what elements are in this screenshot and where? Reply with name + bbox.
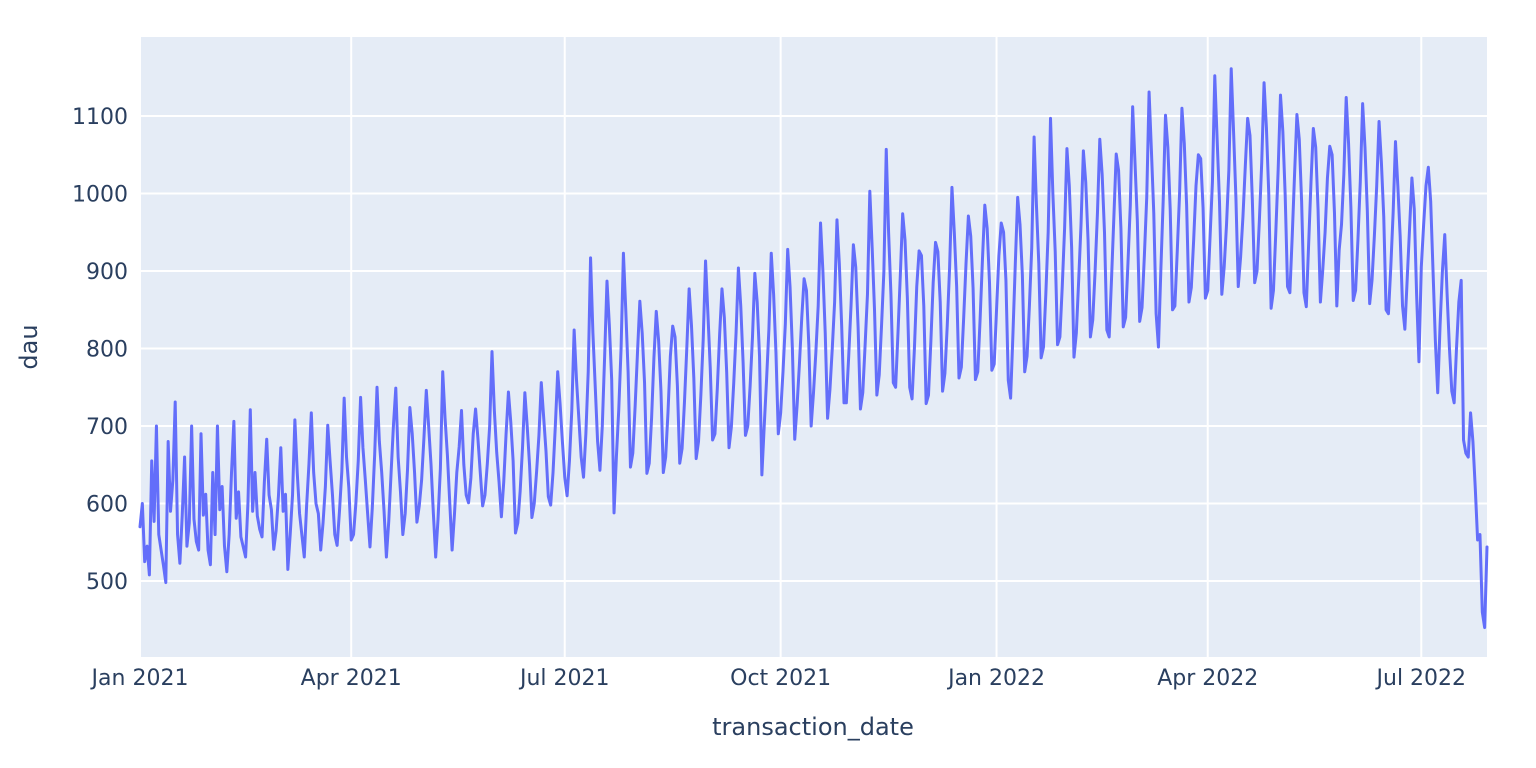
dau-line-series[interactable] xyxy=(138,67,1489,630)
plot-area[interactable] xyxy=(140,37,1487,657)
x-tick-label: Jan 2022 xyxy=(946,666,1045,691)
y-tick-label: 600 xyxy=(86,493,128,518)
x-tick-label: Apr 2021 xyxy=(301,666,402,691)
y-tick-label: 1000 xyxy=(72,183,128,208)
y-tick-label: 700 xyxy=(86,415,128,440)
x-tick-label: Jul 2021 xyxy=(518,666,610,691)
x-axis-title: transaction_date xyxy=(712,713,914,741)
x-tick-label: Oct 2021 xyxy=(730,666,831,691)
y-tick-label: 800 xyxy=(86,338,128,363)
y-axis-title: dau xyxy=(15,324,43,370)
x-tick-label: Jan 2021 xyxy=(90,666,189,691)
x-tick-label: Jul 2022 xyxy=(1375,666,1467,691)
y-tick-label: 500 xyxy=(86,570,128,595)
y-tick-label: 900 xyxy=(86,260,128,285)
y-tick-label: 1100 xyxy=(72,105,128,130)
x-tick-label: Apr 2022 xyxy=(1157,666,1258,691)
